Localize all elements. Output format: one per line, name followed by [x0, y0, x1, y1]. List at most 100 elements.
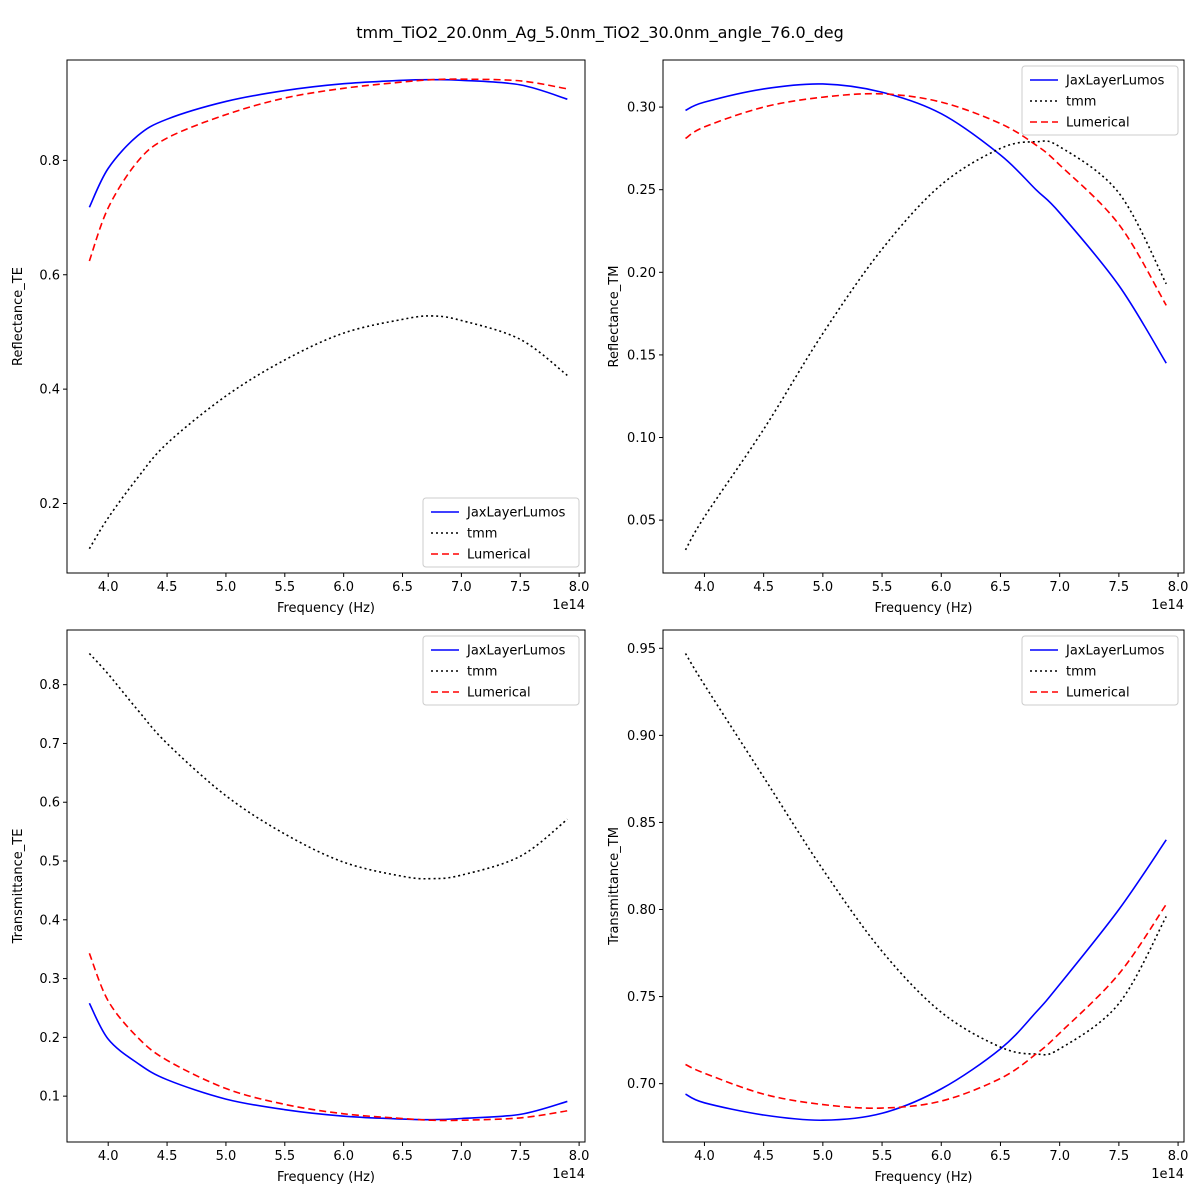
- legend-label: Lumerical: [1066, 686, 1130, 701]
- series-line-jaxlayerlumos: [88, 1002, 568, 1121]
- x-axis-label: Frequency (Hz): [874, 1170, 972, 1185]
- y-tick-label: 0.10: [627, 431, 656, 446]
- x-tick-label: 4.5: [157, 580, 178, 595]
- x-tick-label: 4.5: [753, 1149, 774, 1164]
- y-axis-label: Reflectance_TM: [607, 266, 622, 368]
- series-line-tmm: [684, 653, 1167, 1056]
- subplot-2: 4.0 4.5 5.0 5.5 6.0 6.5 7.0 7.5 8.0 0.05 0.10 0.15 0…: [607, 59, 1189, 616]
- x-tick-label: 8.0: [1168, 580, 1189, 595]
- x-tick-label: 7.5: [510, 1149, 531, 1164]
- x-tick-label: 5.5: [872, 580, 893, 595]
- y-tick-label: 0.8: [39, 154, 60, 169]
- series-line-jaxlayerlumos: [685, 839, 1167, 1122]
- x-tick-label: 5.0: [216, 1149, 237, 1164]
- x-offset-label: 1e14: [1151, 1167, 1184, 1182]
- series-line-jaxlayerlumos: [685, 83, 1167, 364]
- y-tick-label: 0.4: [39, 913, 60, 928]
- x-tick-label: 7.0: [1049, 580, 1070, 595]
- subplot-grid: 4.0 4.5 5.0 5.5 6.0 6.5 7.0 7.5 8.0 0.2 0.4 0.6 0.8 F…: [11, 59, 1189, 1185]
- x-tick-label: 6.5: [990, 580, 1011, 595]
- y-tick-label: 0.5: [39, 855, 60, 870]
- y-tick-label: 0.2: [39, 1031, 60, 1046]
- y-tick-label: 0.8: [39, 678, 60, 693]
- x-offset-label: 1e14: [1151, 598, 1184, 613]
- series-line-tmm: [684, 140, 1167, 551]
- y-tick-label: 0.95: [627, 642, 656, 657]
- y-tick-label: 0.6: [39, 796, 60, 811]
- x-tick-label: 5.5: [274, 580, 295, 595]
- series-line-lumerical: [685, 92, 1167, 306]
- legend-frame: [1021, 635, 1179, 706]
- y-tick-label: 0.70: [627, 1077, 656, 1092]
- x-offset-label: 1e14: [552, 598, 585, 613]
- x-tick-label: 7.5: [510, 580, 531, 595]
- axes-frame: [66, 629, 586, 1143]
- x-tick-label: 7.0: [451, 580, 472, 595]
- y-tick-label: 0.15: [627, 348, 656, 363]
- x-tick-label: 8.0: [1168, 1149, 1189, 1164]
- x-tick-label: 4.0: [694, 1149, 715, 1164]
- axes-frame: [662, 629, 1185, 1143]
- x-tick-label: 6.0: [333, 1149, 354, 1164]
- legend: JaxLayerLumos tmm Lumerical: [1021, 635, 1179, 706]
- legend-label: JaxLayerLumos: [1065, 74, 1165, 89]
- series-group: [88, 652, 568, 1122]
- x-tick-label: 4.0: [98, 1149, 119, 1164]
- x-tick-label: 7.0: [1049, 1149, 1070, 1164]
- legend-label: JaxLayerLumos: [466, 644, 566, 659]
- x-tick-label: 4.5: [157, 1149, 178, 1164]
- y-tick-label: 0.1: [39, 1090, 60, 1105]
- x-tick-label: 4.0: [98, 580, 119, 595]
- y-tick-label: 0.2: [39, 497, 60, 512]
- axes-frame: [66, 59, 586, 574]
- subplot-3: 4.0 4.5 5.0 5.5 6.0 6.5 7.0 7.5 8.0 0.1 0.2 0.3 0.4 0…: [11, 629, 590, 1185]
- legend-label: tmm: [1066, 95, 1096, 110]
- y-tick-label: 0.7: [39, 737, 60, 752]
- legend-label: Lumerical: [467, 686, 531, 701]
- y-axis-label: Transmittance_TE: [11, 829, 26, 945]
- x-tick-label: 6.5: [392, 580, 413, 595]
- subplot-1: 4.0 4.5 5.0 5.5 6.0 6.5 7.0 7.5 8.0 0.2 0.4 0.6 0.8 F…: [11, 59, 590, 616]
- legend-label: Lumerical: [467, 548, 531, 563]
- series-line-lumerical: [685, 903, 1167, 1109]
- legend-label: tmm: [1066, 665, 1096, 680]
- x-tick-label: 7.5: [1109, 580, 1130, 595]
- x-axis-label: Frequency (Hz): [874, 601, 972, 616]
- y-tick-label: 0.90: [627, 729, 656, 744]
- legend-label: tmm: [467, 527, 497, 542]
- x-tick-label: 6.5: [392, 1149, 413, 1164]
- x-tick-label: 7.0: [451, 1149, 472, 1164]
- legend-label: JaxLayerLumos: [1065, 644, 1165, 659]
- x-tick-label: 4.0: [694, 580, 715, 595]
- x-tick-label: 5.0: [216, 580, 237, 595]
- x-tick-label: 6.0: [931, 580, 952, 595]
- x-tick-label: 6.0: [931, 1149, 952, 1164]
- series-line-jaxlayerlumos: [88, 78, 568, 208]
- x-tick-label: 5.5: [274, 1149, 295, 1164]
- series-line-tmm: [88, 315, 568, 550]
- series-group: [88, 78, 568, 550]
- legend-frame: [1021, 65, 1179, 136]
- series-line-lumerical: [88, 953, 568, 1122]
- axes-frame: [662, 59, 1185, 574]
- x-tick-label: 5.0: [813, 1149, 834, 1164]
- series-group: [684, 653, 1167, 1122]
- series-line-lumerical: [88, 78, 568, 262]
- legend: JaxLayerLumos tmm Lumerical: [1021, 65, 1179, 136]
- y-tick-label: 0.80: [627, 903, 656, 918]
- y-tick-label: 0.20: [627, 266, 656, 281]
- y-tick-label: 0.75: [627, 990, 656, 1005]
- y-tick-label: 0.4: [39, 383, 60, 398]
- y-tick-label: 0.6: [39, 268, 60, 283]
- y-tick-label: 0.25: [627, 183, 656, 198]
- y-tick-label: 0.30: [627, 101, 656, 116]
- x-tick-label: 8.0: [569, 1149, 590, 1164]
- figure-title: tmm_TiO2_20.0nm_Ag_5.0nm_TiO2_30.0nm_ang…: [356, 23, 844, 43]
- legend-label: JaxLayerLumos: [466, 506, 566, 521]
- legend-frame: [422, 635, 580, 706]
- x-tick-label: 6.0: [333, 580, 354, 595]
- x-axis-label: Frequency (Hz): [277, 601, 375, 616]
- y-axis-label: Transmittance_TM: [607, 827, 622, 946]
- x-tick-label: 8.0: [569, 580, 590, 595]
